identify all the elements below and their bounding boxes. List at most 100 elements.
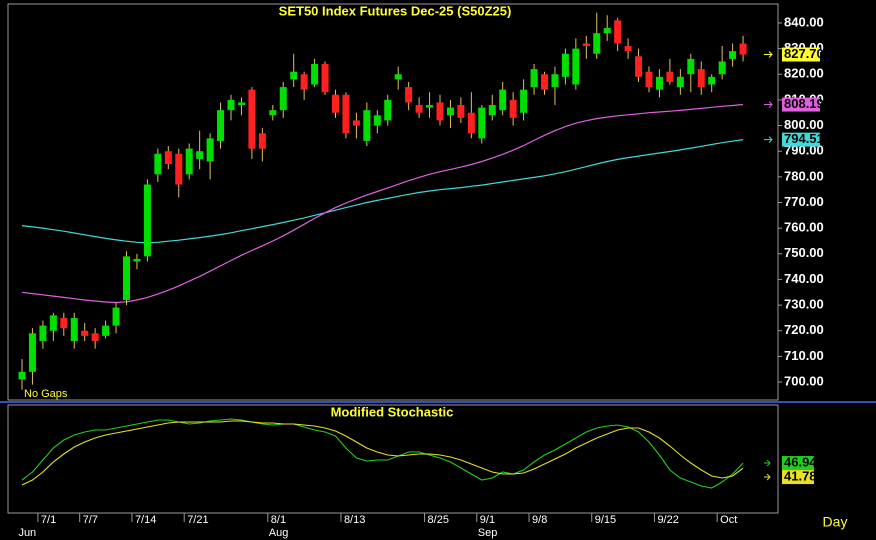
candle-body — [415, 105, 423, 113]
y-tick-label: 710.00 — [784, 348, 824, 363]
candle-body — [206, 138, 214, 162]
x-tick-label: 7/1 — [41, 514, 56, 526]
candle-body — [342, 94, 350, 134]
value-tag: 808.19 — [784, 96, 824, 111]
candle-body — [185, 148, 193, 175]
candle-body — [645, 71, 653, 88]
candle-body — [91, 333, 99, 342]
y-tick-label: 780.00 — [784, 168, 824, 183]
candle-body — [676, 76, 684, 88]
moving-average — [21, 139, 744, 244]
tag-arrow — [764, 136, 773, 143]
candle-body — [446, 107, 454, 116]
candle-body — [321, 63, 329, 93]
x-tick-label: 9/8 — [532, 514, 547, 526]
candle-body — [739, 43, 747, 55]
candle-body — [290, 71, 298, 80]
candle-body — [561, 53, 569, 77]
candle-body — [258, 133, 266, 149]
candle-body — [541, 74, 548, 90]
candle-body — [18, 371, 26, 380]
chart-title: SET50 Index Futures Dec-25 (S50Z25) — [279, 3, 512, 18]
candle-body — [436, 102, 444, 121]
stochastic-line — [21, 420, 744, 486]
candle-body — [60, 317, 68, 329]
candle-body — [49, 315, 57, 331]
candle-body — [551, 74, 559, 88]
candle-body — [467, 112, 475, 134]
tag-arrow — [764, 101, 773, 108]
candle-body — [635, 56, 643, 77]
candle-body — [697, 69, 705, 88]
value-tag-box — [782, 47, 820, 62]
candle-body — [123, 256, 130, 300]
value-tag-box — [782, 97, 820, 112]
y-tick-label: 760.00 — [784, 220, 824, 235]
candle-body — [708, 76, 716, 85]
x-tick-label: 8/25 — [428, 514, 449, 526]
y-tick-label: 840.00 — [784, 14, 824, 29]
candle-body — [384, 99, 392, 121]
candle-body — [614, 20, 622, 44]
candle-body — [509, 99, 517, 118]
candle-body — [582, 43, 590, 47]
candle-body — [655, 76, 663, 90]
candle-body — [133, 258, 141, 262]
candle-body — [269, 110, 277, 116]
x-tick-label: 9/22 — [657, 514, 678, 526]
candle-body — [520, 89, 528, 113]
tag-arrow — [764, 459, 771, 467]
candle-body — [718, 61, 726, 75]
x-tick-label: Oct — [720, 514, 737, 526]
candle-body — [227, 99, 235, 111]
value-tag: 827.70 — [784, 46, 824, 61]
candle-body — [143, 184, 151, 257]
y-tick-label: 770.00 — [784, 194, 824, 209]
candle-body — [154, 153, 162, 175]
month-label: Aug — [269, 527, 289, 539]
candle-body — [248, 89, 256, 149]
candle-body — [572, 48, 580, 85]
candle-body — [352, 120, 360, 126]
candle-body — [39, 325, 47, 342]
candle-body — [405, 87, 413, 103]
y-tick-label: 730.00 — [784, 297, 824, 312]
candle-body — [729, 51, 737, 59]
candle-body — [112, 307, 120, 326]
candle-body — [394, 74, 402, 80]
x-tick-label: 7/21 — [187, 514, 208, 526]
candle-body — [70, 317, 78, 342]
stochastic-line — [21, 418, 744, 489]
candle-body — [687, 58, 695, 75]
candle-body — [603, 28, 611, 34]
candle-body — [28, 333, 36, 372]
x-tick-label: 7/14 — [135, 514, 156, 526]
candle-body — [666, 71, 674, 82]
month-label: Jun — [18, 527, 36, 539]
candle-body — [363, 110, 371, 141]
y-tick-label: 820.00 — [784, 66, 824, 81]
x-tick-label: 8/1 — [271, 514, 286, 526]
y-tick-label: 750.00 — [784, 245, 824, 260]
tag-arrow — [764, 473, 771, 481]
candle-body — [332, 94, 339, 113]
stochastic-panel — [7, 404, 779, 514]
candle-body — [300, 74, 308, 90]
x-tick-label: 7/7 — [83, 514, 98, 526]
candle-body — [426, 105, 434, 108]
x-tick-label: 8/13 — [344, 514, 365, 526]
candle-body — [624, 46, 632, 52]
tag-arrow — [764, 51, 773, 58]
candle-body — [373, 115, 381, 126]
value-tag-box — [782, 456, 814, 471]
annotation: No Gaps — [24, 388, 68, 400]
candle-body — [499, 89, 507, 111]
candle-body — [217, 110, 225, 141]
candle-body — [488, 105, 496, 116]
candle-body — [457, 105, 465, 118]
candle-body — [478, 107, 486, 139]
value-tag: 794.51 — [784, 131, 824, 146]
candle-body — [311, 63, 319, 85]
